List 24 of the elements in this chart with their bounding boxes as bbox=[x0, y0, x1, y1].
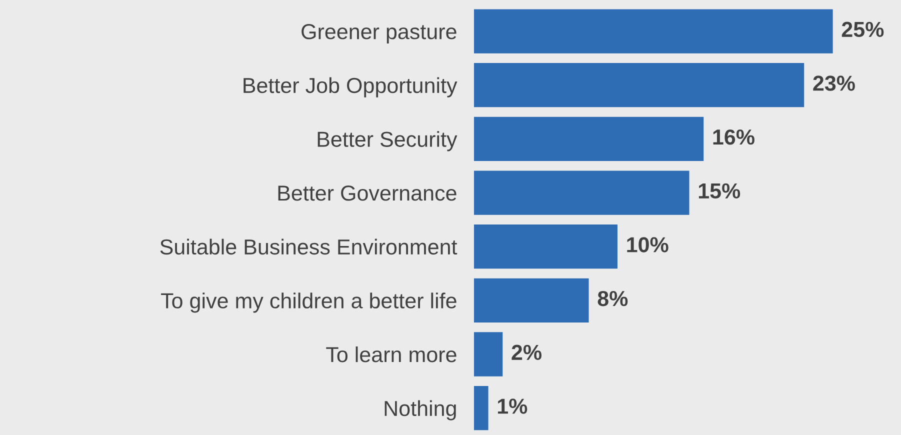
bar bbox=[474, 116, 704, 161]
y-tick-label: Nothing bbox=[384, 400, 456, 420]
bar bbox=[474, 278, 589, 322]
y-tick-label: To give my children a better life bbox=[161, 292, 456, 313]
y-tick-label: Suitable Business Environment bbox=[160, 238, 458, 255]
data-label: 10% bbox=[627, 237, 668, 252]
y-tick-label: To learn more bbox=[326, 346, 456, 362]
y-tick-label: Greener pasture bbox=[302, 24, 456, 44]
bar bbox=[474, 386, 488, 430]
y-tick-label: Better Security bbox=[318, 131, 458, 152]
data-label: 23% bbox=[813, 76, 855, 91]
bar bbox=[474, 332, 503, 376]
bar bbox=[474, 224, 618, 269]
data-label: 1% bbox=[498, 398, 528, 414]
bar bbox=[474, 63, 804, 108]
bar bbox=[474, 9, 833, 54]
data-label: 25% bbox=[842, 22, 884, 38]
data-label: 16% bbox=[713, 129, 754, 145]
y-tick-label: Better Job Opportunity bbox=[244, 77, 458, 98]
y-tick-label: Better Governance bbox=[278, 186, 456, 201]
data-label: 8% bbox=[598, 290, 628, 306]
bar bbox=[474, 170, 690, 215]
data-label: 2% bbox=[512, 344, 542, 360]
data-label: 15% bbox=[698, 183, 740, 199]
